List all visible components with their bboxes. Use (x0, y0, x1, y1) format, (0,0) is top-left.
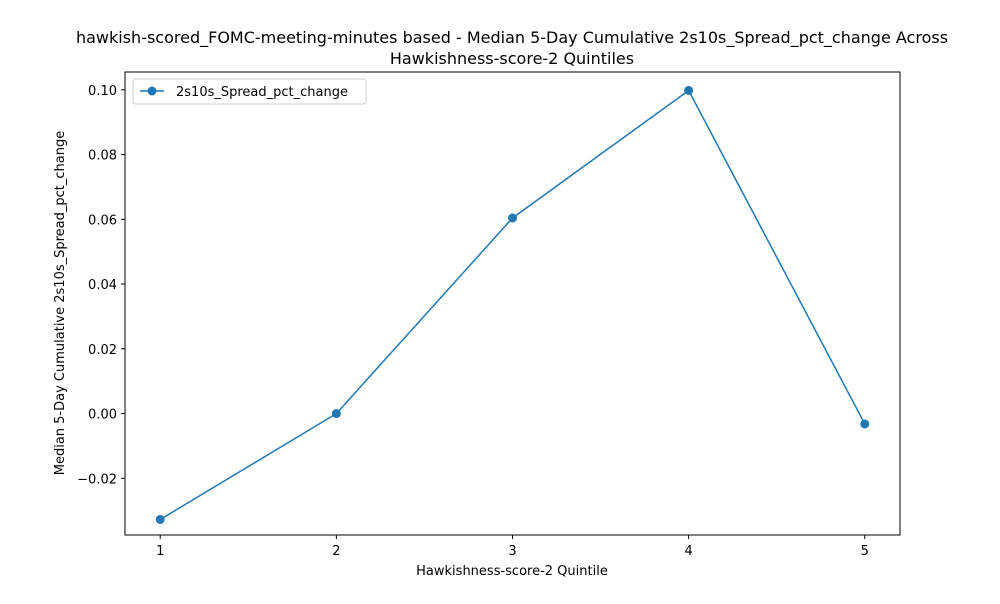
y-tick-label: 0.04 (88, 278, 117, 293)
y-tick-label: 0.02 (88, 343, 117, 358)
data-point (331, 409, 341, 419)
legend-entry-label: 2s10s_Spread_pct_change (176, 85, 348, 100)
legend-box (132, 78, 367, 105)
y-axis: −0.02 0.00 0.02 0.04 0.06 0.08 0.10 (77, 84, 125, 487)
legend: 2s10s_Spread_pct_change (132, 78, 367, 105)
data-point (155, 514, 165, 524)
plot-area (124, 71, 901, 536)
chart-title-line-2: Hawkishness-score-2 Quintiles (390, 49, 634, 68)
legend-marker-swatch (147, 86, 157, 96)
y-tick-label: −0.02 (77, 472, 117, 487)
y-tick-label: 0.06 (88, 213, 117, 228)
y-tick-label: 0.08 (88, 149, 117, 164)
chart-title-line-1: hawkish-scored_FOMC-meeting-minutes base… (76, 28, 948, 48)
x-tick-label: 3 (508, 544, 516, 559)
data-point (684, 85, 694, 95)
x-axis-label: Hawkishness-score-2 Quintile (416, 564, 608, 579)
y-tick-label: 0.00 (88, 408, 117, 423)
data-point (508, 213, 517, 223)
series-layer (155, 85, 870, 524)
y-tick-label: 0.10 (88, 84, 117, 99)
x-tick-label: 2 (332, 544, 340, 559)
data-point (860, 419, 870, 429)
x-tick-label: 4 (684, 544, 692, 559)
x-tick-label: 5 (861, 544, 869, 559)
y-axis-label: Median 5-Day Cumulative 2s10s_Spread_pct… (53, 131, 68, 476)
x-tick-label: 1 (156, 544, 164, 559)
x-axis: 1 2 3 4 5 (156, 535, 869, 559)
